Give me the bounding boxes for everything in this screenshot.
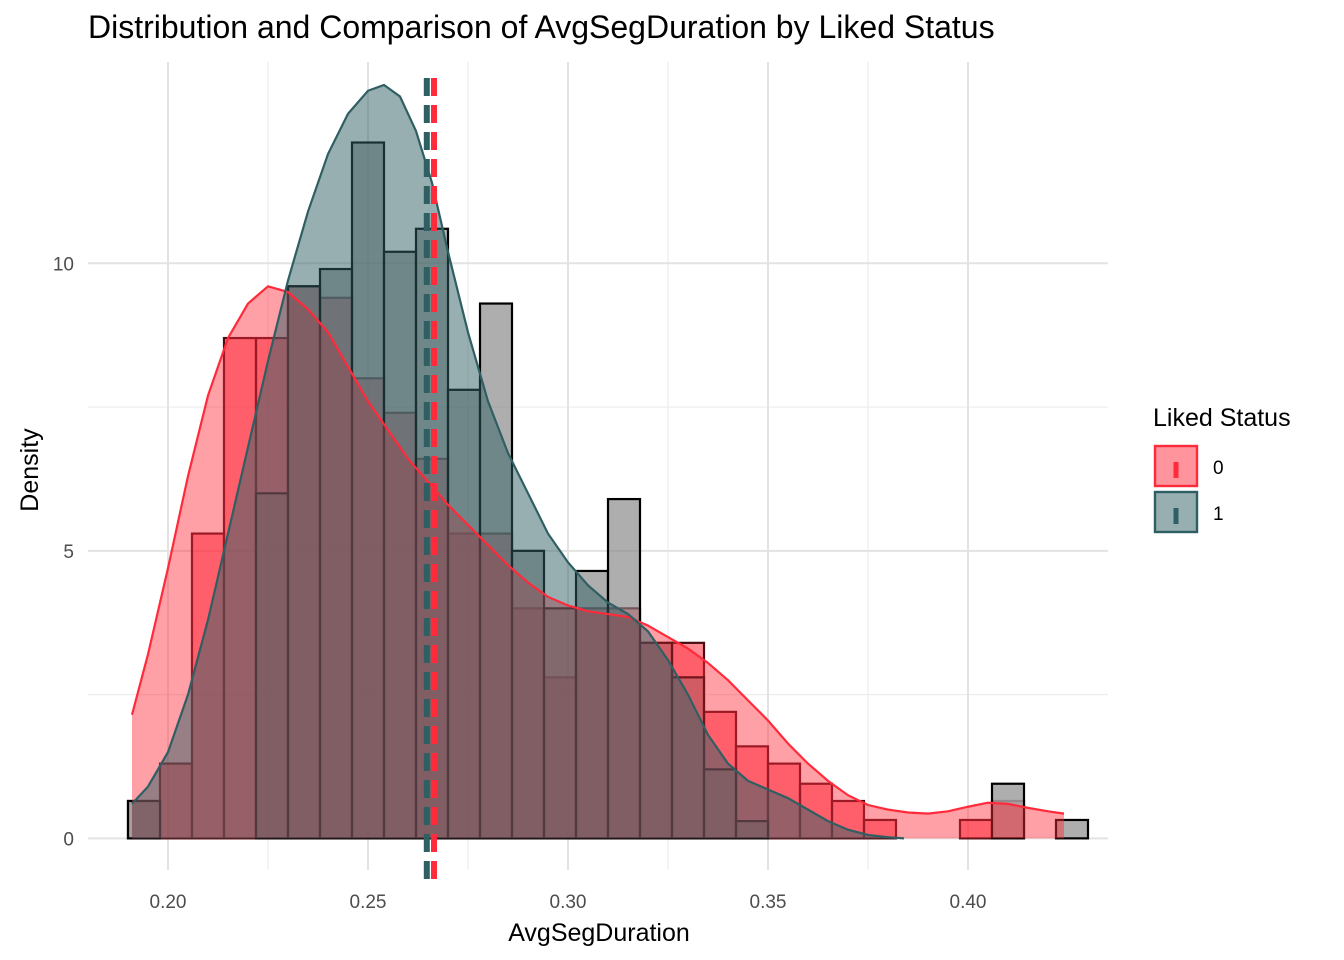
x-tick-label: 0.35 bbox=[750, 892, 787, 913]
x-axis-title: AvgSegDuration bbox=[508, 919, 690, 947]
legend-label-0: 0 bbox=[1213, 458, 1224, 479]
axis-ticks: 0.20 0.25 0.30 0.35 0.40 0 5 10 bbox=[53, 254, 987, 913]
y-tick-label: 5 bbox=[63, 542, 74, 563]
histogram-bar-overlap bbox=[990, 782, 1026, 840]
x-tick-label: 0.30 bbox=[550, 892, 587, 913]
density-curves bbox=[130, 83, 1065, 840]
legend: Liked Status 0 1 bbox=[1153, 404, 1291, 534]
x-tick-label: 0.25 bbox=[350, 892, 387, 913]
y-tick-label: 0 bbox=[63, 829, 74, 850]
histogram-bar-overlap bbox=[1054, 818, 1090, 840]
legend-label-1: 1 bbox=[1213, 504, 1224, 525]
legend-title: Liked Status bbox=[1153, 404, 1291, 432]
density-line-1 bbox=[131, 83, 905, 840]
chart-title: Distribution and Comparison of AvgSegDur… bbox=[88, 9, 995, 45]
x-tick-label: 0.40 bbox=[950, 892, 987, 913]
y-axis-title: Density bbox=[16, 428, 44, 512]
y-tick-label: 10 bbox=[53, 254, 74, 275]
x-tick-label: 0.20 bbox=[150, 892, 187, 913]
density-area-1 bbox=[132, 85, 904, 839]
